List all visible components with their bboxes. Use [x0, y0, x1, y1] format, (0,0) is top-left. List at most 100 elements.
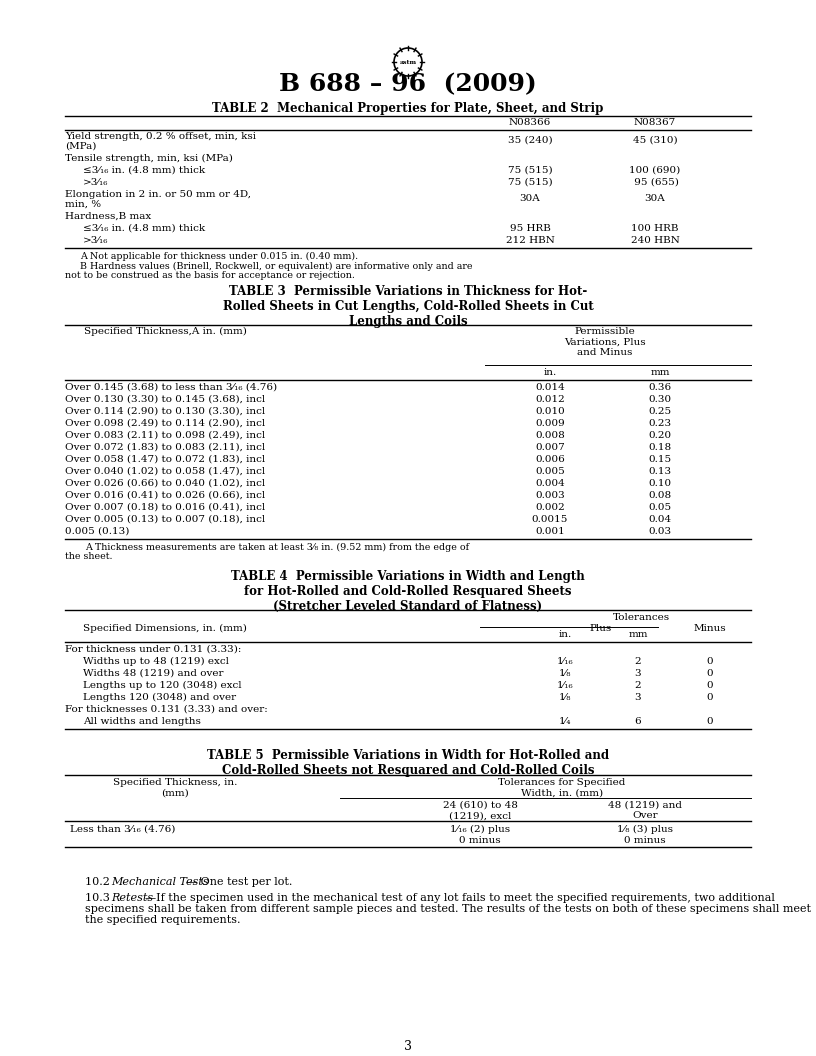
Text: 0.002: 0.002 — [535, 503, 565, 512]
Text: Specified Dimensions, in. (mm): Specified Dimensions, in. (mm) — [83, 624, 247, 634]
Text: 30A: 30A — [645, 194, 665, 203]
Text: 6: 6 — [635, 717, 641, 727]
Text: N08367: N08367 — [634, 118, 676, 127]
Text: the specified requirements.: the specified requirements. — [85, 914, 241, 925]
Text: Over 0.083 (2.11) to 0.098 (2.49), incl: Over 0.083 (2.11) to 0.098 (2.49), incl — [65, 431, 265, 440]
Text: Specified Thickness, in.
(mm): Specified Thickness, in. (mm) — [113, 778, 237, 797]
Text: Tensile strength, min, ksi (MPa): Tensile strength, min, ksi (MPa) — [65, 154, 233, 163]
Text: 0.30: 0.30 — [649, 395, 672, 404]
Text: specimens shall be taken from different sample pieces and tested. The results of: specimens shall be taken from different … — [85, 904, 811, 914]
Text: Over 0.040 (1.02) to 0.058 (1.47), incl: Over 0.040 (1.02) to 0.058 (1.47), incl — [65, 467, 265, 476]
Text: 1⁄₈ (3) plus
0 minus: 1⁄₈ (3) plus 0 minus — [617, 825, 673, 845]
Text: 0.009: 0.009 — [535, 419, 565, 428]
Text: 0.005 (0.13): 0.005 (0.13) — [65, 527, 130, 536]
Text: B Hardness values (Brinell, Rockwell, or equivalent) are informative only and ar: B Hardness values (Brinell, Rockwell, or… — [80, 262, 472, 271]
Text: 0.20: 0.20 — [649, 431, 672, 440]
Text: 0.04: 0.04 — [649, 515, 672, 524]
Text: 3: 3 — [635, 693, 641, 702]
Text: TABLE 5  Permissible Variations in Width for Hot-Rolled and
Cold-Rolled Sheets n: TABLE 5 Permissible Variations in Width … — [207, 749, 609, 777]
Text: Over 0.098 (2.49) to 0.114 (2.90), incl: Over 0.098 (2.49) to 0.114 (2.90), incl — [65, 419, 265, 428]
Text: 0: 0 — [707, 717, 713, 727]
Text: mm: mm — [628, 630, 648, 639]
Text: Tolerances for Specified
Width, in. (mm): Tolerances for Specified Width, in. (mm) — [499, 778, 626, 797]
Text: Elongation in 2 in. or 50 mm or 4D,: Elongation in 2 in. or 50 mm or 4D, — [65, 190, 251, 199]
Text: Over 0.007 (0.18) to 0.016 (0.41), incl: Over 0.007 (0.18) to 0.016 (0.41), incl — [65, 503, 265, 512]
Text: Yield strength, 0.2 % offset, min, ksi: Yield strength, 0.2 % offset, min, ksi — [65, 132, 256, 142]
Text: Specified Thickness,A in. (mm): Specified Thickness,A in. (mm) — [83, 327, 246, 336]
Text: >3⁄₁₆: >3⁄₁₆ — [83, 235, 109, 245]
Text: Lengths 120 (3048) and over: Lengths 120 (3048) and over — [83, 693, 236, 702]
Text: B 688 – 96  (2009): B 688 – 96 (2009) — [279, 72, 537, 96]
Text: 0.006: 0.006 — [535, 455, 565, 464]
Text: 0.15: 0.15 — [649, 455, 672, 464]
Text: 35 (240): 35 (240) — [508, 136, 552, 145]
Text: 1⁄₁₆ (2) plus
0 minus: 1⁄₁₆ (2) plus 0 minus — [450, 825, 510, 845]
Text: 1⁄₈: 1⁄₈ — [559, 670, 571, 678]
Text: A Not applicable for thickness under 0.015 in. (0.40 mm).: A Not applicable for thickness under 0.0… — [80, 252, 358, 261]
Text: in.: in. — [543, 367, 557, 377]
Text: 10.3: 10.3 — [85, 893, 117, 903]
Text: astm: astm — [400, 59, 416, 64]
Text: 0.03: 0.03 — [649, 527, 672, 536]
Text: not to be construed as the basis for acceptance or rejection.: not to be construed as the basis for acc… — [65, 271, 355, 280]
Circle shape — [398, 52, 418, 72]
Text: Over 0.114 (2.90) to 0.130 (3.30), incl: Over 0.114 (2.90) to 0.130 (3.30), incl — [65, 407, 265, 416]
Text: 0.005: 0.005 — [535, 467, 565, 476]
Text: N08366: N08366 — [509, 118, 551, 127]
Text: 0.007: 0.007 — [535, 444, 565, 452]
Text: 0.10: 0.10 — [649, 479, 672, 488]
Text: Over 0.026 (0.66) to 0.040 (1.02), incl: Over 0.026 (0.66) to 0.040 (1.02), incl — [65, 479, 265, 488]
Text: 1⁄₈: 1⁄₈ — [559, 693, 571, 702]
Text: Tolerances: Tolerances — [613, 612, 670, 622]
Text: Over 0.005 (0.13) to 0.007 (0.18), incl: Over 0.005 (0.13) to 0.007 (0.18), incl — [65, 515, 265, 524]
Text: A Thickness measurements are taken at least 3⁄₈ in. (9.52 mm) from the edge of: A Thickness measurements are taken at le… — [85, 543, 469, 552]
Text: 212 HBN: 212 HBN — [506, 235, 554, 245]
Text: Over 0.145 (3.68) to less than 3⁄₁₆ (4.76): Over 0.145 (3.68) to less than 3⁄₁₆ (4.7… — [65, 383, 277, 392]
Text: 0.003: 0.003 — [535, 491, 565, 499]
Text: ≤3⁄₁₆ in. (4.8 mm) thick: ≤3⁄₁₆ in. (4.8 mm) thick — [83, 224, 205, 233]
Text: Widths 48 (1219) and over: Widths 48 (1219) and over — [83, 670, 224, 678]
Text: >3⁄₁₆: >3⁄₁₆ — [83, 178, 109, 187]
Text: 24 (610) to 48
(1219), excl: 24 (610) to 48 (1219), excl — [442, 802, 517, 821]
Text: — One test per lot.: — One test per lot. — [186, 876, 292, 887]
Text: 2: 2 — [635, 681, 641, 690]
Text: Over 0.058 (1.47) to 0.072 (1.83), incl: Over 0.058 (1.47) to 0.072 (1.83), incl — [65, 455, 265, 464]
Text: Over 0.130 (3.30) to 0.145 (3.68), incl: Over 0.130 (3.30) to 0.145 (3.68), incl — [65, 395, 265, 404]
Text: 48 (1219) and
Over: 48 (1219) and Over — [608, 802, 682, 821]
Text: 100 HRB: 100 HRB — [632, 224, 679, 233]
Text: For thicknesses 0.131 (3.33) and over:: For thicknesses 0.131 (3.33) and over: — [65, 705, 268, 714]
Text: 0.08: 0.08 — [649, 491, 672, 499]
Text: Minus: Minus — [694, 624, 726, 633]
Text: 95 HRB: 95 HRB — [509, 224, 551, 233]
Text: 1⁄₁₆: 1⁄₁₆ — [557, 657, 574, 666]
Text: 95 (655): 95 (655) — [631, 178, 679, 187]
Text: 100 (690): 100 (690) — [629, 166, 681, 175]
Text: All widths and lengths: All widths and lengths — [83, 717, 201, 727]
Text: 2: 2 — [635, 657, 641, 666]
Text: —If the specimen used in the mechanical test of any lot fails to meet the specif: —If the specimen used in the mechanical … — [145, 893, 775, 903]
Text: Hardness,B max: Hardness,B max — [65, 212, 151, 221]
Text: Plus: Plus — [590, 624, 612, 633]
Text: Widths up to 48 (1219) excl: Widths up to 48 (1219) excl — [83, 657, 229, 666]
Text: 0.36: 0.36 — [649, 383, 672, 392]
Text: 45 (310): 45 (310) — [632, 136, 677, 145]
Text: 3: 3 — [404, 1040, 412, 1053]
Text: Retests: Retests — [111, 893, 153, 903]
Text: 0: 0 — [707, 681, 713, 690]
Text: Permissible
Variations, Plus
and Minus: Permissible Variations, Plus and Minus — [564, 327, 645, 357]
Text: 0.25: 0.25 — [649, 407, 672, 416]
Text: TABLE 4  Permissible Variations in Width and Length
for Hot-Rolled and Cold-Roll: TABLE 4 Permissible Variations in Width … — [231, 570, 585, 612]
Text: mm: mm — [650, 367, 670, 377]
Text: 10.2: 10.2 — [85, 876, 117, 887]
Text: 0.010: 0.010 — [535, 407, 565, 416]
Text: 0.004: 0.004 — [535, 479, 565, 488]
Text: (MPa): (MPa) — [65, 142, 96, 151]
Text: Less than 3⁄₁₆ (4.76): Less than 3⁄₁₆ (4.76) — [70, 825, 175, 834]
Text: 0.18: 0.18 — [649, 444, 672, 452]
Text: ≤3⁄₁₆ in. (4.8 mm) thick: ≤3⁄₁₆ in. (4.8 mm) thick — [83, 166, 205, 175]
Text: TABLE 2  Mechanical Properties for Plate, Sheet, and Strip: TABLE 2 Mechanical Properties for Plate,… — [212, 102, 604, 115]
Text: 0.001: 0.001 — [535, 527, 565, 536]
Text: 0: 0 — [707, 657, 713, 666]
Text: the sheet.: the sheet. — [65, 552, 113, 561]
Text: 0: 0 — [707, 670, 713, 678]
